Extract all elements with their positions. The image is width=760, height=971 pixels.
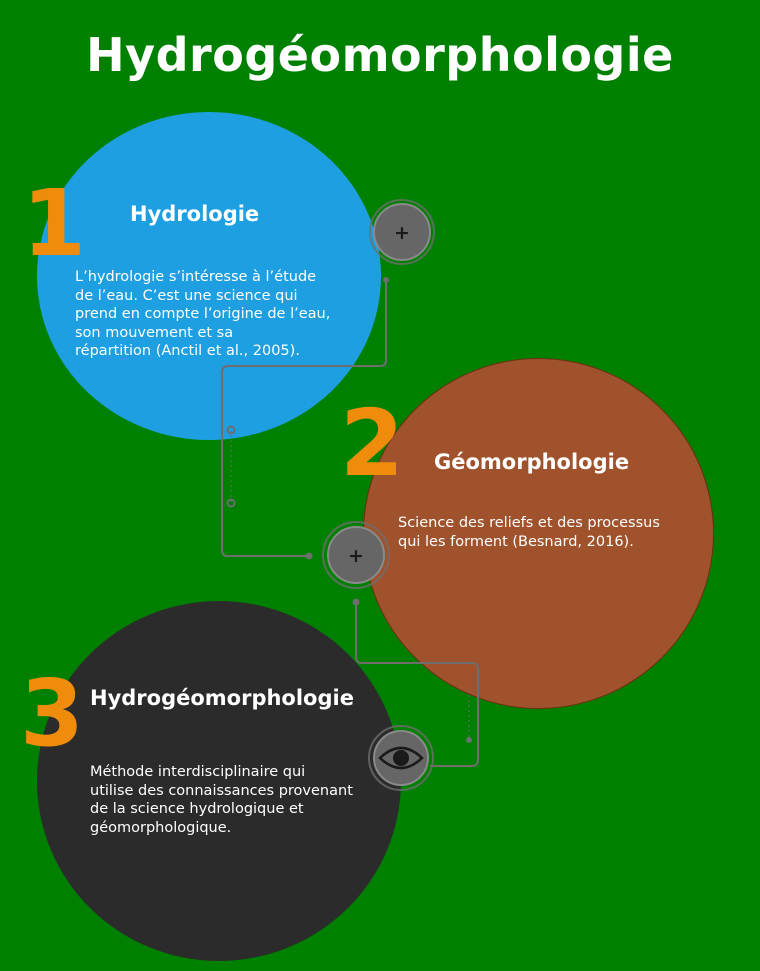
connector-2-to-3	[352, 598, 479, 767]
step-1-circle	[37, 112, 381, 440]
step-3-text: Méthode interdisciplinaire qui utilise d…	[90, 764, 353, 836]
step-1-heading: Hydrologie	[130, 202, 260, 226]
plus-icon: +	[394, 222, 410, 244]
step-3-number: 3	[20, 660, 85, 767]
step-2-expand-button[interactable]: +	[322, 521, 390, 589]
step-3-heading: Hydrogéomorphologie	[90, 686, 354, 710]
step-1-number: 1	[22, 170, 87, 277]
step-2-circle	[363, 358, 714, 709]
page-title: Hydrogéomorphologie	[86, 28, 674, 82]
step-2-text: Science des reliefs et des processus qui…	[398, 515, 660, 550]
step-1-expand-button[interactable]: +	[369, 199, 435, 265]
step-2-number: 2	[340, 390, 405, 497]
plus-icon: +	[348, 545, 364, 567]
connector-1-to-2	[221, 277, 389, 560]
step-3-view-button[interactable]	[368, 725, 434, 791]
step-1-text: L’hydrologie s’intéresse à l’étude de l’…	[75, 269, 331, 359]
step-2-heading: Géomorphologie	[434, 450, 630, 474]
step-3-circle	[37, 601, 401, 961]
eye-icon	[378, 746, 424, 770]
